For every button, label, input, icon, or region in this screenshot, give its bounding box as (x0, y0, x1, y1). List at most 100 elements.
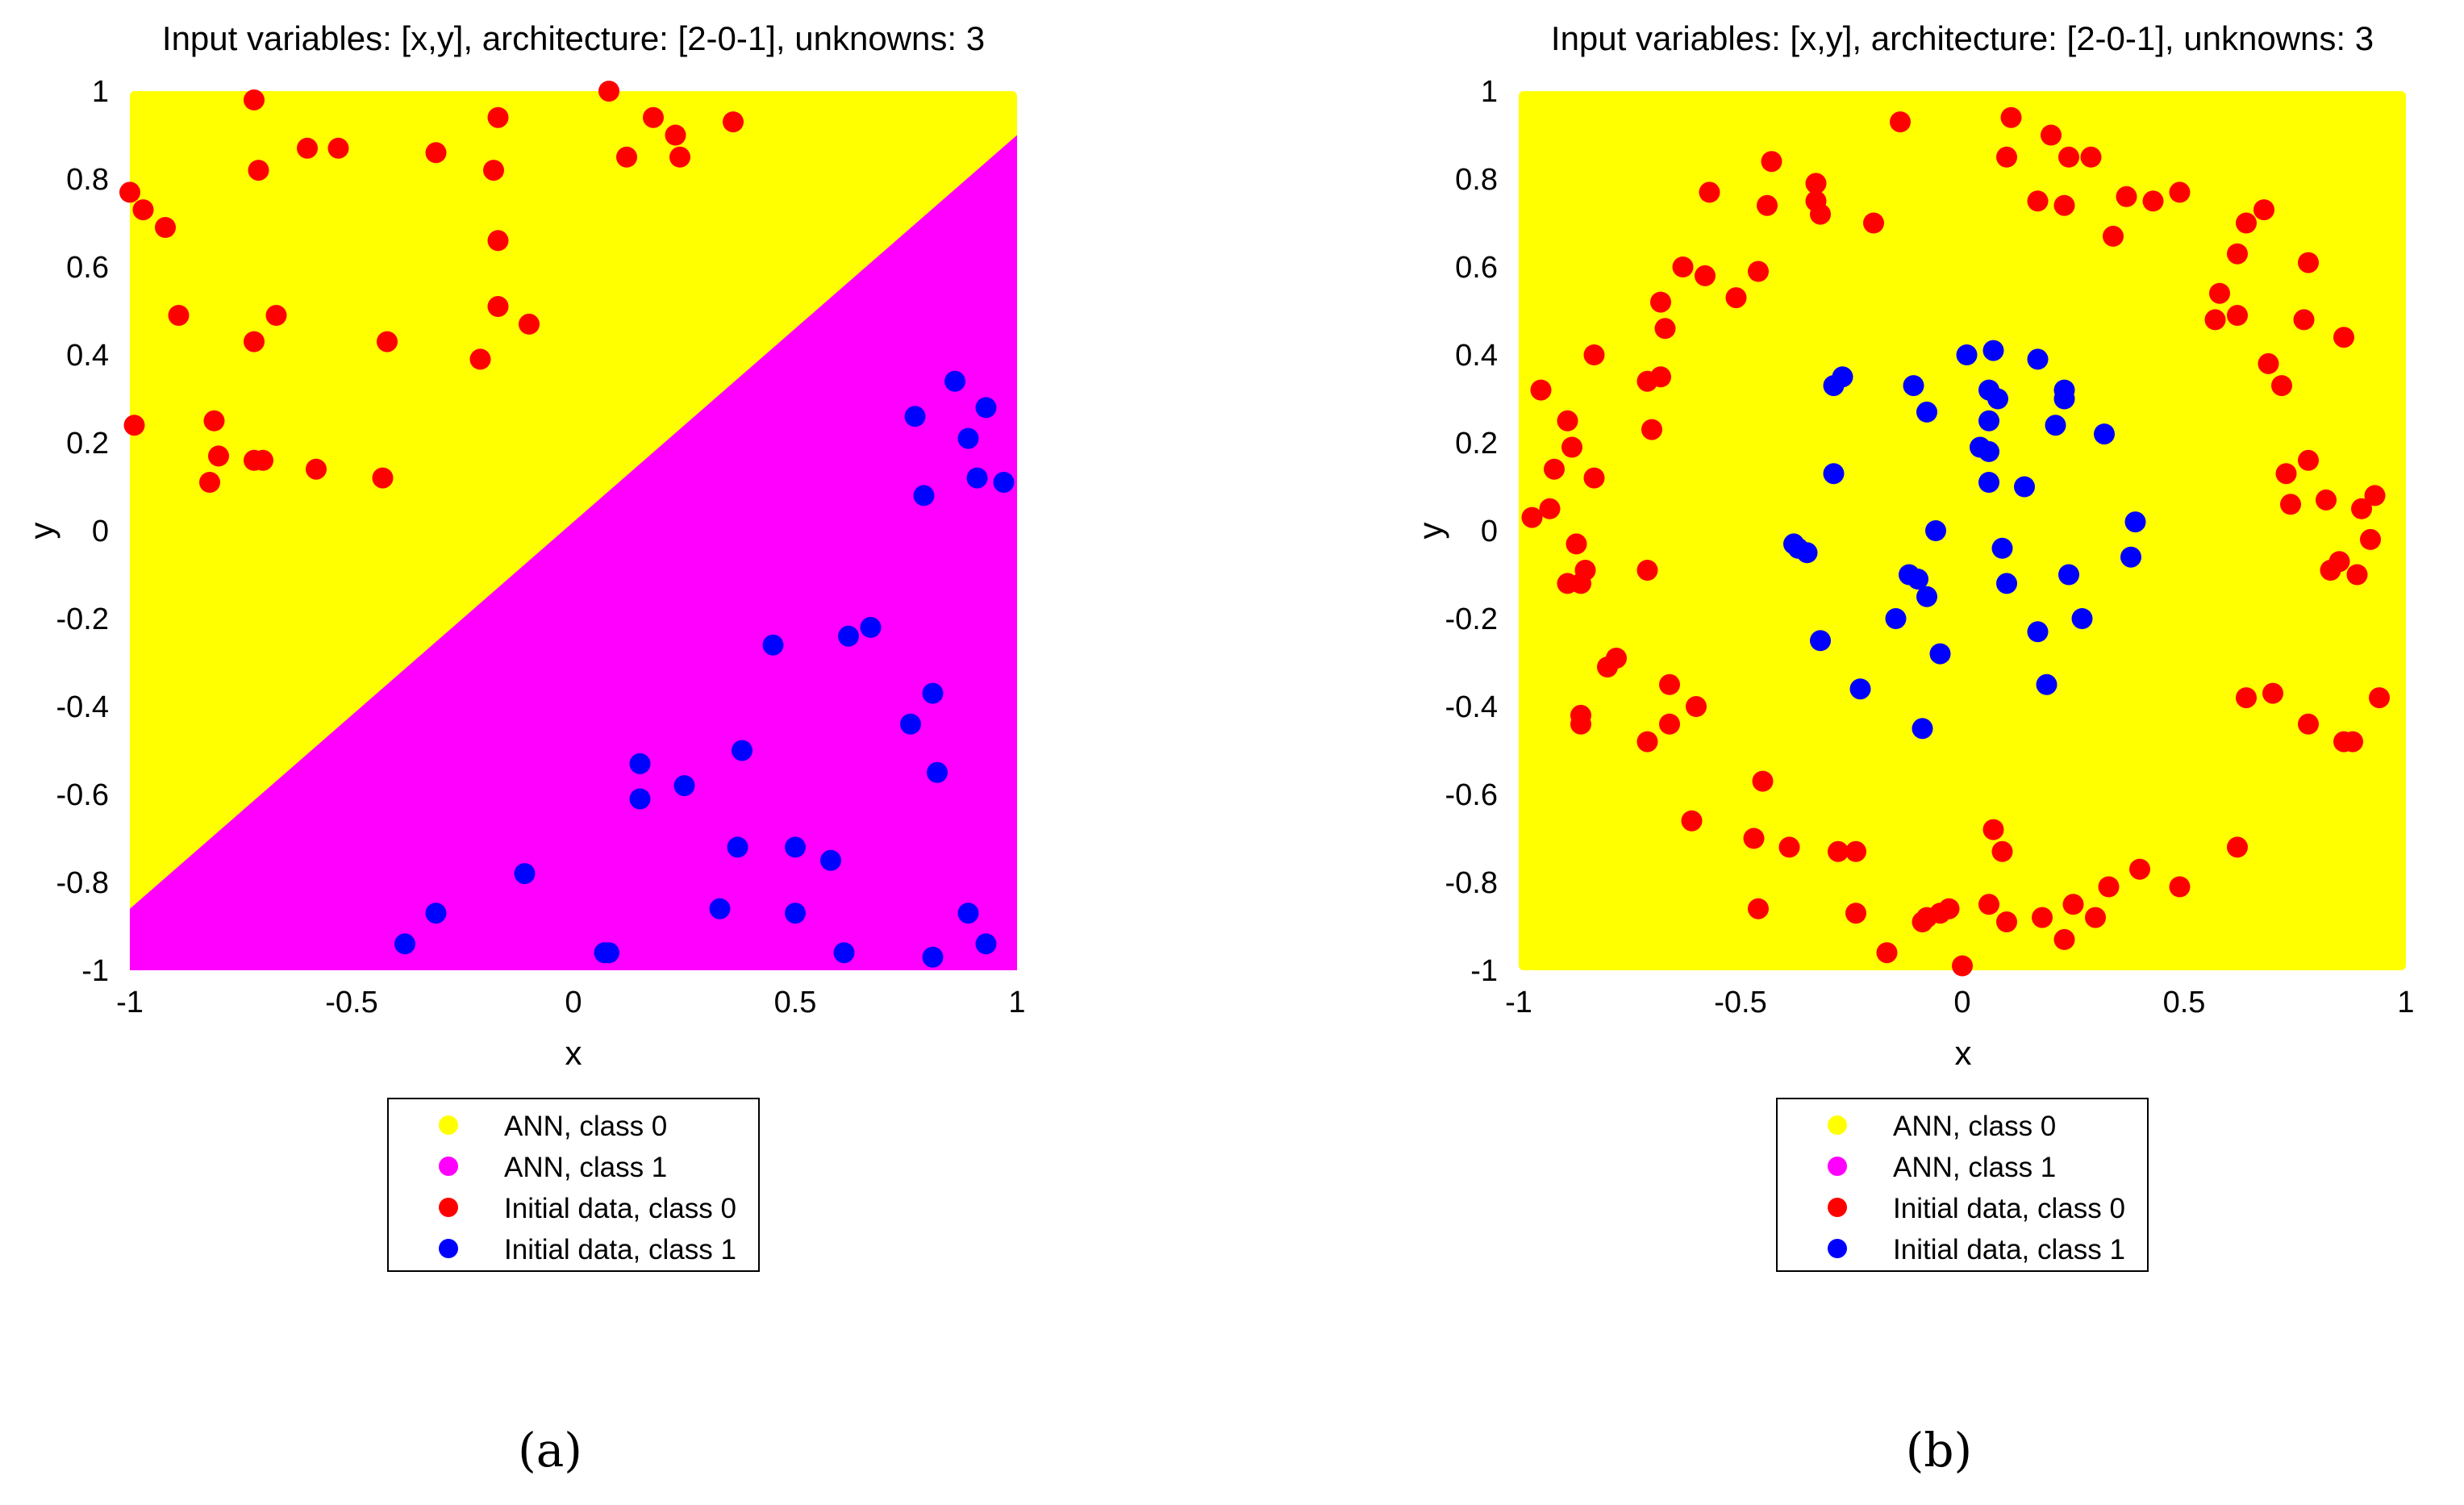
data-point-class-0 (1539, 498, 1561, 519)
y-tick-label: 1 (1481, 75, 1498, 109)
data-point-class-0 (2080, 146, 2102, 168)
data-point-class-0 (244, 89, 265, 110)
data-point-class-0 (2169, 876, 2191, 898)
data-point-class-1 (1823, 375, 1845, 397)
data-point-class-0 (2298, 449, 2319, 471)
data-point-class-0 (2342, 731, 2363, 752)
data-point-class-0 (1672, 256, 1694, 277)
data-point-class-0 (265, 305, 287, 326)
data-point-class-1 (2014, 476, 2035, 498)
data-point-class-1 (1885, 608, 1907, 629)
data-point-class-0 (519, 313, 540, 335)
y-tick-label: -0.6 (1445, 778, 1498, 812)
data-point-class-0 (2275, 463, 2297, 485)
data-point-class-1 (2027, 348, 2049, 370)
data-point-class-1 (1991, 537, 2013, 559)
data-point-class-1 (1978, 472, 1999, 493)
data-point-class-0 (1805, 173, 1827, 194)
data-point-class-1 (966, 467, 988, 489)
data-point-class-0 (643, 106, 664, 128)
data-point-class-0 (306, 458, 327, 480)
data-point-class-0 (1641, 419, 1662, 440)
data-point-class-1 (993, 472, 1015, 493)
legend-marker-data-class-1 (439, 1239, 458, 1258)
data-point-class-0 (252, 449, 273, 471)
data-point-class-0 (665, 124, 686, 146)
data-point-class-1 (1956, 344, 1978, 365)
legend-marker-ann-class-1 (439, 1157, 458, 1176)
data-point-class-0 (669, 146, 690, 168)
y-tick-label: 0.2 (66, 427, 109, 461)
legend-marker-data-class-0 (1828, 1198, 1847, 1217)
data-point-class-0 (1761, 151, 1782, 173)
data-point-class-1 (629, 752, 651, 774)
data-point-class-0 (425, 142, 447, 164)
data-point-class-0 (616, 146, 637, 168)
panel-b-x-axis-label: x (1955, 1034, 1972, 1072)
data-point-class-1 (598, 942, 619, 964)
data-point-class-0 (327, 137, 349, 159)
y-tick-label: -1 (1470, 954, 1498, 988)
data-point-class-0 (1996, 146, 2017, 168)
panel-a-x-axis-label: x (565, 1034, 582, 1072)
data-point-class-0 (2209, 282, 2230, 304)
data-point-class-0 (1650, 366, 1671, 388)
data-point-class-0 (1521, 507, 1543, 528)
legend-marker-data-class-0 (439, 1198, 458, 1217)
data-point-class-0 (155, 217, 176, 238)
data-point-class-1 (629, 788, 651, 810)
legend-label-data-class-1: Initial data, class 1 (504, 1234, 736, 1265)
data-point-class-1 (727, 836, 748, 858)
data-point-class-1 (2071, 608, 2093, 629)
data-point-class-0 (2293, 309, 2315, 331)
data-point-class-0 (2280, 494, 2301, 515)
panel-b-y-axis-label: y (1411, 523, 1449, 540)
data-point-class-1 (1987, 388, 2008, 410)
y-tick-label: -0.2 (1445, 602, 1498, 636)
data-point-class-1 (1796, 542, 1818, 564)
data-point-class-1 (944, 370, 965, 392)
data-point-class-1 (1982, 340, 2004, 361)
data-point-class-0 (2027, 190, 2049, 212)
data-point-class-1 (1916, 586, 1937, 607)
data-point-class-1 (2053, 388, 2075, 410)
ann-class-1-region (130, 135, 1017, 970)
data-point-class-0 (2227, 305, 2248, 326)
data-point-class-0 (244, 331, 265, 352)
data-point-class-1 (1903, 375, 1924, 397)
y-tick-label: 0.2 (1455, 427, 1498, 461)
data-point-class-0 (469, 348, 491, 370)
data-point-class-1 (975, 933, 997, 955)
data-point-class-0 (2360, 528, 2381, 550)
data-point-class-0 (1743, 828, 1765, 849)
data-point-class-0 (1845, 903, 1866, 924)
data-point-class-0 (2364, 485, 2386, 507)
data-point-class-0 (2053, 928, 2075, 950)
x-tick-label: 1 (1008, 986, 1025, 1019)
data-point-class-0 (2258, 352, 2279, 374)
data-point-class-1 (2058, 564, 2079, 586)
data-point-class-1 (922, 682, 944, 704)
data-point-class-0 (1757, 194, 1778, 216)
data-point-class-0 (2169, 181, 2191, 203)
data-point-class-0 (1636, 560, 1658, 581)
data-point-class-0 (2351, 498, 2372, 519)
y-tick-label: 1 (92, 75, 109, 109)
panel-a-title: Input variables: [x,y], architecture: [2… (162, 19, 985, 57)
panel-a: Input variables: [x,y], architecture: [2… (23, 19, 1026, 1478)
data-point-class-1 (2027, 621, 2049, 643)
panel-b-y-axis: 1 0.8 0.6 0.4 0.2 0 -0.2 -0.4 -0.6 -0.8 -1 (1445, 75, 1498, 988)
data-point-class-0 (203, 410, 225, 431)
data-point-class-0 (2346, 564, 2368, 586)
data-point-class-1 (922, 946, 944, 968)
data-point-class-1 (1925, 520, 1946, 541)
data-point-class-0 (723, 111, 744, 133)
y-tick-label: 0.8 (1455, 163, 1498, 197)
data-point-class-0 (2116, 186, 2137, 207)
data-point-class-1 (709, 898, 731, 919)
data-point-class-0 (1876, 942, 1898, 964)
data-point-class-0 (1725, 287, 1747, 309)
data-point-class-0 (1659, 673, 1680, 695)
data-point-class-0 (1863, 212, 1884, 234)
data-point-class-0 (208, 445, 229, 467)
